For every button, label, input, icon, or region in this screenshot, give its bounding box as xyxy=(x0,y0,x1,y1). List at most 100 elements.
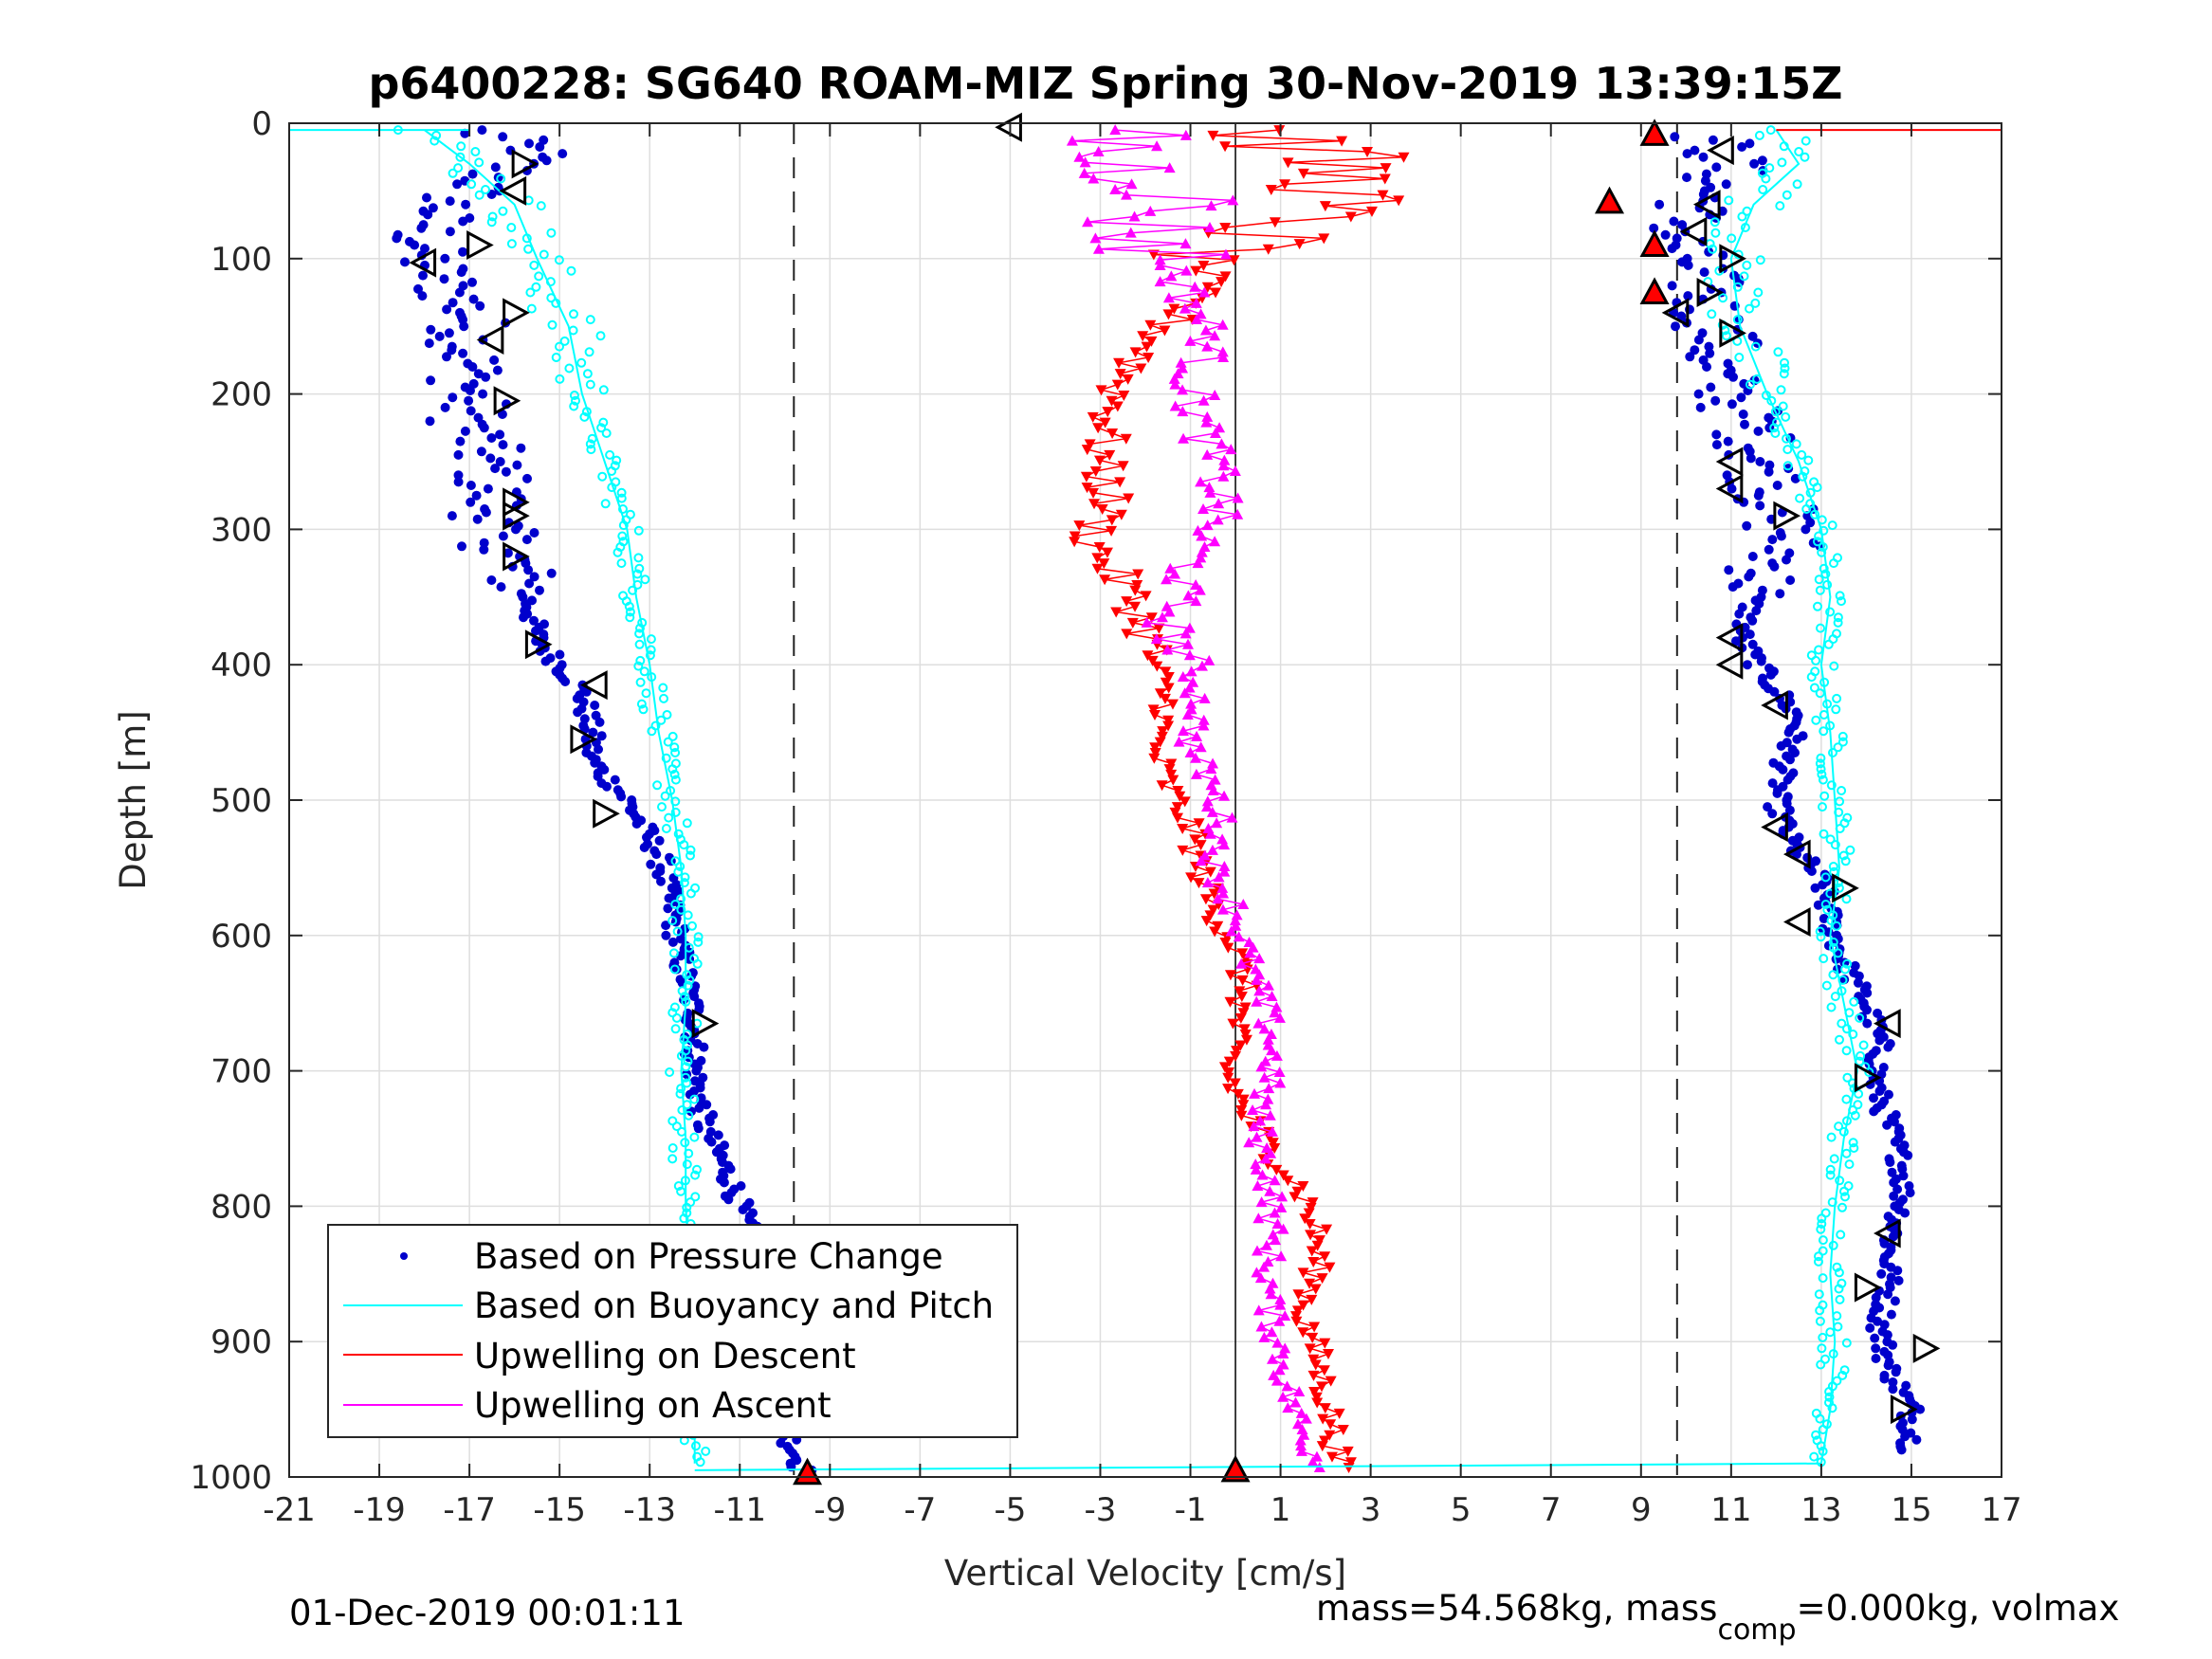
buoyancy-pitch-point xyxy=(658,683,668,693)
buoyancy-pitch-point xyxy=(664,812,674,823)
buoyancy-pitch-point xyxy=(1837,1370,1848,1380)
descent-marker xyxy=(1380,163,1392,174)
pressure-change-point xyxy=(477,125,487,136)
buoyancy-pitch-point xyxy=(689,1132,700,1142)
buoyancy-pitch-point xyxy=(1803,455,1814,465)
buoyancy-pitch-point xyxy=(545,277,556,287)
ascent-marker xyxy=(1275,1201,1288,1212)
buoyancy-pitch-point xyxy=(1791,439,1801,449)
pressure-change-point xyxy=(1731,636,1741,647)
buoyancy-pitch-point xyxy=(680,872,690,883)
pressure-change-point xyxy=(1903,1150,1913,1160)
pressure-change-point xyxy=(467,277,477,287)
descent-marker xyxy=(1091,563,1104,574)
descent-marker xyxy=(1113,357,1125,369)
buoyancy-pitch-point xyxy=(682,1202,692,1212)
ascent-marker xyxy=(1156,611,1168,623)
ascent-marker xyxy=(1141,616,1153,628)
pressure-change-point xyxy=(512,460,522,470)
ascent-marker xyxy=(1209,536,1221,547)
x-tick-label: -7 xyxy=(904,1491,936,1529)
pressure-change-point xyxy=(485,453,496,464)
y-tick-label: 800 xyxy=(210,1188,272,1226)
ascent-marker xyxy=(1184,747,1197,758)
pressure-change-point xyxy=(1818,880,1828,890)
descent-marker xyxy=(1238,1024,1251,1035)
buoyancy-pitch-point xyxy=(634,629,645,639)
buoyancy-pitch-point xyxy=(695,1457,705,1468)
pressure-change-point xyxy=(442,304,452,315)
descent-marker xyxy=(1269,1142,1281,1154)
ascent-marker xyxy=(1251,974,1263,985)
buoyancy-pitch-point xyxy=(1840,856,1851,866)
buoyancy-pitch-point xyxy=(1828,1240,1838,1250)
buoyancy-pitch-point xyxy=(521,233,532,244)
buoyancy-pitch-point xyxy=(1842,1116,1852,1126)
descent-marker xyxy=(1333,1408,1345,1419)
buoyancy-pitch-point xyxy=(684,942,694,953)
ascent-marker xyxy=(1252,1017,1265,1029)
descent-marker xyxy=(1117,461,1129,472)
ascent-marker xyxy=(1175,356,1187,368)
buoyancy-pitch-point xyxy=(1833,742,1843,753)
buoyancy-pitch-point xyxy=(1770,428,1781,438)
buoyancy-pitch-point xyxy=(1841,1094,1852,1104)
turn-marker xyxy=(1874,1009,1901,1039)
buoyancy-pitch-point xyxy=(1718,293,1728,303)
apogee-marker xyxy=(1639,229,1670,258)
ascent-marker xyxy=(1212,893,1224,904)
ascent-marker xyxy=(1201,520,1214,531)
buoyancy-pitch-point xyxy=(605,449,615,460)
buoyancy-pitch-point xyxy=(1816,1359,1826,1370)
descent-marker xyxy=(1081,483,1093,494)
ascent-marker xyxy=(1196,530,1208,541)
pressure-change-point xyxy=(529,615,539,626)
buoyancy-pitch-point xyxy=(1834,807,1844,817)
ascent-marker xyxy=(1251,995,1263,1007)
descent-marker xyxy=(1095,385,1107,396)
ascent-marker xyxy=(1230,920,1242,931)
descent-marker xyxy=(1297,1267,1309,1279)
buoyancy-pitch-point xyxy=(1815,585,1825,595)
pressure-change-point xyxy=(1682,173,1691,183)
x-tick-label: -11 xyxy=(713,1491,766,1529)
descent-marker xyxy=(1292,1289,1305,1301)
descent-marker xyxy=(1323,1349,1335,1360)
ascent-marker xyxy=(1254,1115,1267,1126)
descent-marker xyxy=(1235,1105,1248,1117)
ascent-marker xyxy=(1163,606,1176,617)
legend-label-ascent: Upwelling on Ascent xyxy=(474,1385,832,1426)
ascent-marker xyxy=(1295,1407,1307,1418)
buoyancy-pitch-point xyxy=(661,824,671,833)
descent-marker xyxy=(1207,904,1219,916)
pressure-change-point xyxy=(483,483,493,494)
pressure-change-point xyxy=(1769,561,1780,572)
pressure-change-point xyxy=(1805,518,1816,528)
buoyancy-pitch-point xyxy=(601,428,612,438)
pressure-change-point xyxy=(1883,1289,1893,1300)
ascent-marker xyxy=(1276,1191,1289,1202)
descent-marker xyxy=(1325,1451,1338,1463)
ascent-marker xyxy=(1164,562,1177,574)
descent-marker xyxy=(1319,1403,1331,1414)
descent-marker xyxy=(1111,401,1124,412)
pressure-change-point xyxy=(1742,520,1752,531)
ascent-marker xyxy=(1229,465,1241,476)
y-tick-label: 1000 xyxy=(190,1459,272,1497)
pressure-change-point xyxy=(1667,281,1677,291)
buoyancy-pitch-point xyxy=(1820,900,1831,909)
buoyancy-pitch-point xyxy=(1837,786,1847,795)
ascent-marker xyxy=(1254,1272,1267,1284)
ascent-marker xyxy=(1161,574,1173,585)
ascent-marker xyxy=(1066,135,1078,146)
x-tick-label: -13 xyxy=(623,1491,676,1529)
pressure-change-point xyxy=(661,921,671,931)
buoyancy-pitch-point xyxy=(1732,315,1743,325)
ascent-marker xyxy=(1260,1239,1272,1250)
descent-marker xyxy=(1148,710,1161,721)
buoyancy-pitch-point xyxy=(680,1138,690,1148)
pressure-change-point xyxy=(651,849,662,860)
ascent-marker xyxy=(1265,1288,1277,1300)
buoyancy-pitch-point xyxy=(1841,1338,1852,1348)
pressure-change-point xyxy=(1767,778,1778,789)
